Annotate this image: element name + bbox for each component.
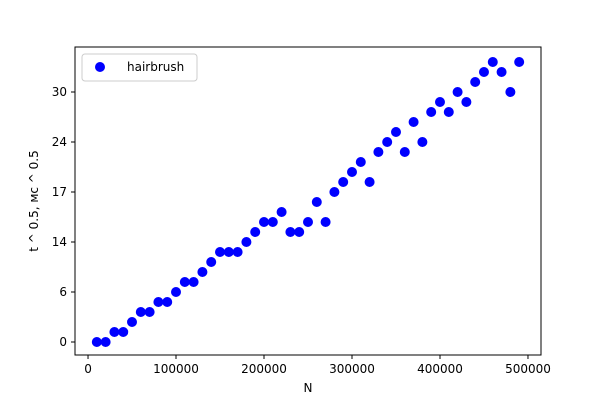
point [91, 337, 102, 347]
point [338, 177, 349, 187]
point [276, 207, 287, 217]
x-tick-label: 200000 [241, 362, 287, 376]
x-tick-label: 0 [84, 362, 92, 376]
y-tick-label: 6 [59, 285, 67, 299]
point [303, 217, 313, 227]
point [127, 317, 138, 327]
point [382, 137, 393, 147]
point [434, 97, 445, 107]
point [417, 137, 428, 147]
y-tick-label: 0 [59, 335, 67, 349]
legend-label: hairbrush [127, 60, 184, 74]
point [320, 217, 331, 227]
point [250, 227, 261, 237]
point [329, 187, 340, 197]
y-tick-label: 14 [52, 235, 67, 249]
plot-frame [74, 46, 542, 356]
y-tick-label: 24 [52, 135, 67, 149]
point [171, 287, 182, 297]
y-axis-label: t ^ 0.5, мс ^ 0.5 [27, 150, 41, 252]
point [144, 307, 155, 317]
point [514, 57, 525, 67]
point [461, 97, 472, 107]
point [311, 197, 322, 207]
point [259, 217, 270, 227]
point [241, 237, 252, 247]
legend-marker [95, 62, 105, 72]
point [100, 337, 111, 347]
x-axis-label: N [304, 381, 313, 395]
point [232, 247, 243, 257]
x-tick-label: 400000 [417, 362, 463, 376]
x-tick-label: 500000 [505, 362, 551, 376]
point [505, 87, 516, 97]
point [452, 87, 463, 97]
point [162, 297, 173, 307]
point [426, 107, 437, 117]
point [355, 157, 366, 167]
point [215, 247, 226, 257]
x-tick-label: 100000 [153, 362, 199, 376]
point [285, 227, 296, 237]
point [206, 257, 217, 267]
point [390, 127, 401, 137]
point [478, 67, 489, 77]
point [153, 297, 164, 307]
y-tick-label: 30 [52, 85, 67, 99]
y-tick-label: 17 [52, 185, 67, 199]
point [109, 327, 120, 337]
point [188, 277, 199, 287]
point [487, 57, 498, 67]
point [135, 307, 146, 317]
point [346, 167, 357, 177]
point [399, 147, 410, 157]
point [118, 327, 129, 337]
point [443, 107, 454, 117]
point [179, 277, 190, 287]
x-tick-label: 300000 [329, 362, 375, 376]
point [373, 147, 384, 157]
point [267, 217, 278, 227]
point [294, 227, 305, 237]
point [496, 67, 507, 77]
point [197, 267, 208, 277]
point [364, 177, 375, 187]
point [470, 77, 481, 87]
point [223, 247, 234, 257]
legend-box [81, 53, 198, 82]
point [408, 117, 419, 127]
